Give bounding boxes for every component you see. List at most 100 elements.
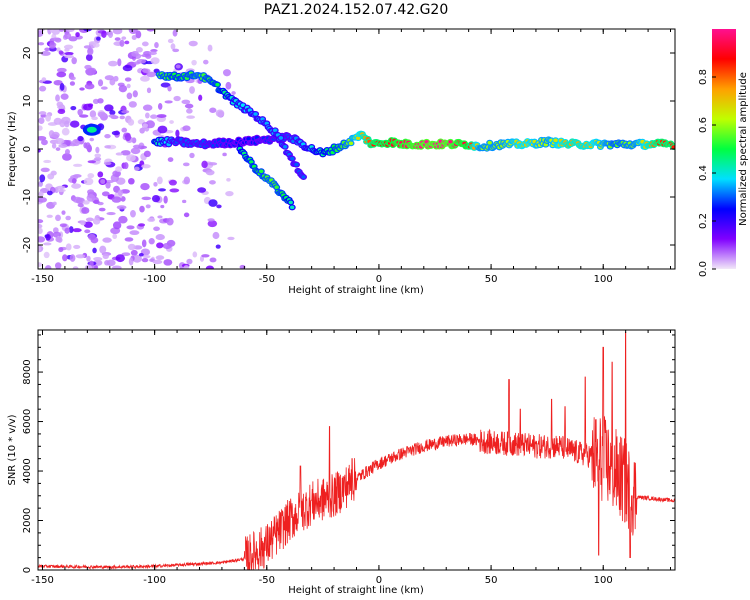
noise-speckle (175, 64, 181, 69)
noise-speckle (85, 142, 91, 150)
noise-speckle (91, 116, 98, 121)
noise-speckle (57, 67, 67, 73)
noise-speckle (119, 115, 126, 120)
noise-speckle (156, 242, 164, 249)
noise-speckle (66, 29, 75, 33)
noise-speckle (141, 164, 151, 169)
noise-speckle (199, 255, 205, 262)
noise-speckle (207, 218, 215, 222)
snr-y-axis-label: SNR (10 * v/v) (7, 414, 18, 485)
noise-speckle (147, 217, 156, 222)
noise-speckle (69, 120, 80, 128)
noise-speckle (41, 77, 47, 82)
snr-y-tick-label: 6000 (22, 409, 33, 434)
noise-speckle (55, 94, 60, 102)
snr-x-tick-label: -150 (31, 575, 54, 586)
snr-x-tick-label: 0 (376, 575, 382, 586)
noise-speckle (93, 257, 103, 261)
noise-speckle (141, 257, 149, 263)
noise-speckle (208, 199, 218, 207)
noise-speckle (201, 160, 208, 169)
noise-speckle (38, 111, 47, 115)
noise-speckle (51, 131, 60, 139)
noise-speckle (75, 254, 86, 259)
noise-speckle (73, 244, 81, 250)
noise-speckle (131, 35, 137, 41)
noise-speckle (99, 245, 107, 254)
noise-speckle (40, 167, 50, 173)
noise-speckle (203, 59, 209, 65)
noise-speckle (88, 41, 98, 45)
snr-series-line (38, 332, 675, 570)
noise-speckle (109, 78, 116, 86)
noise-speckle (216, 204, 222, 209)
noise-speckle (41, 139, 48, 146)
lower-branch-point (290, 205, 295, 210)
noise-speckle (45, 265, 52, 269)
noise-speckle (97, 98, 104, 104)
noise-speckle (93, 199, 100, 205)
snr-marks (38, 332, 675, 570)
noise-speckle (38, 245, 41, 252)
noise-speckle (73, 163, 83, 167)
noise-speckle (96, 36, 101, 41)
noise-speckle (209, 180, 216, 185)
noise-speckle (80, 220, 86, 226)
noise-speckle (130, 209, 136, 218)
noise-speckle (57, 237, 63, 243)
noise-speckle (85, 54, 93, 62)
noise-speckle (54, 262, 62, 269)
lower-branch-point (274, 185, 279, 190)
noise-speckle (43, 159, 52, 164)
noise-speckle (38, 149, 41, 153)
snr-y-tick-label: 4000 (22, 458, 33, 483)
noise-speckle (104, 75, 115, 81)
noise-speckle (169, 120, 174, 124)
noise-speckle (65, 243, 72, 251)
noise-speckle (183, 265, 190, 269)
noise-speckle (173, 95, 181, 102)
noise-speckle (112, 29, 123, 35)
noise-speckle (68, 226, 74, 233)
noise-speckle (128, 101, 137, 108)
noise-speckle (111, 196, 122, 203)
noise-speckle (43, 242, 52, 246)
noise-speckle (54, 137, 65, 145)
noise-speckle (49, 29, 56, 33)
noise-speckle (85, 217, 94, 222)
noise-speckle (146, 29, 155, 32)
noise-speckle (87, 173, 95, 179)
noise-speckle (64, 149, 70, 155)
noise-speckle (160, 204, 165, 209)
noise-speckle (128, 29, 138, 34)
noise-speckle (38, 219, 44, 224)
main-track-point (553, 138, 558, 143)
noise-speckle (182, 199, 187, 204)
noise-speckle (146, 71, 157, 78)
noise-speckle (70, 175, 79, 180)
noise-speckle (57, 188, 66, 193)
noise-speckle (46, 214, 53, 218)
noise-speckle (142, 123, 149, 128)
figure-title: PAZ1.2024.152.07.42.G20 (264, 2, 449, 18)
noise-speckle (55, 147, 61, 151)
noise-speckle (135, 30, 142, 39)
noise-speckle (94, 265, 99, 269)
noise-speckle (121, 127, 128, 133)
noise-speckle (198, 94, 203, 101)
noise-speckle (81, 207, 90, 214)
noise-speckle (106, 259, 116, 267)
noise-speckle (212, 231, 220, 240)
noise-speckle (47, 173, 55, 180)
noise-speckle (132, 144, 142, 149)
noise-speckle (118, 215, 128, 224)
colorbar-tick-label: 0.2 (698, 213, 709, 229)
noise-speckle (150, 57, 160, 65)
noise-speckle (167, 38, 174, 44)
noise-speckle (143, 150, 151, 158)
noise-speckle (209, 107, 217, 113)
noise-speckle (69, 143, 76, 147)
noise-speckle (186, 108, 193, 114)
noise-speckle (62, 153, 72, 161)
noise-speckle (182, 162, 190, 167)
